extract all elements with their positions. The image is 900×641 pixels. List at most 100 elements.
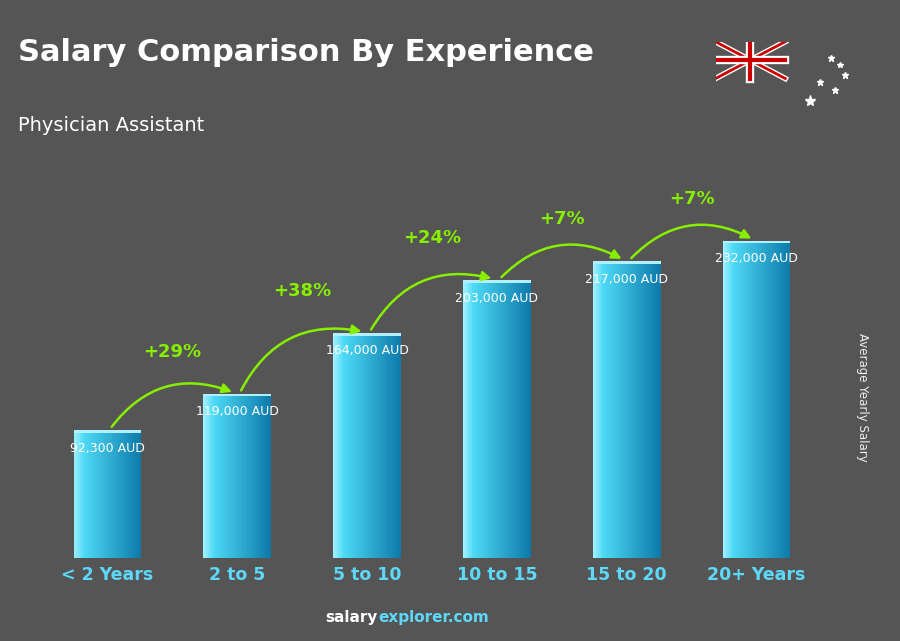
Bar: [344, 335, 345, 558]
Bar: [466, 283, 467, 558]
Bar: [217, 397, 218, 558]
Bar: [398, 335, 399, 558]
Bar: [245, 397, 246, 558]
Bar: [399, 335, 400, 558]
Bar: [76, 433, 77, 558]
Bar: [219, 397, 220, 558]
Bar: [782, 244, 783, 558]
Bar: [366, 335, 367, 558]
Text: 119,000 AUD: 119,000 AUD: [196, 406, 279, 419]
Bar: [238, 397, 240, 558]
Bar: [384, 335, 385, 558]
Bar: [759, 244, 760, 558]
Bar: [469, 283, 470, 558]
Bar: [128, 433, 129, 558]
Bar: [247, 397, 248, 558]
Bar: [393, 335, 394, 558]
Bar: [122, 433, 123, 558]
Bar: [94, 433, 95, 558]
Bar: [642, 263, 643, 558]
Bar: [634, 263, 635, 558]
Bar: [335, 335, 336, 558]
Bar: [776, 244, 777, 558]
Bar: [76, 433, 77, 558]
Bar: [613, 263, 614, 558]
Bar: [238, 397, 239, 558]
Bar: [346, 335, 347, 558]
Bar: [371, 335, 372, 558]
Bar: [530, 283, 531, 558]
Bar: [752, 244, 753, 558]
Bar: [476, 283, 477, 558]
Bar: [112, 433, 113, 558]
Bar: [765, 244, 766, 558]
Bar: [607, 263, 608, 558]
Bar: [261, 397, 262, 558]
Text: 92,300 AUD: 92,300 AUD: [70, 442, 145, 454]
Bar: [655, 263, 656, 558]
Bar: [377, 335, 378, 558]
Bar: [207, 397, 208, 558]
Bar: [750, 244, 751, 558]
Bar: [86, 433, 87, 558]
Bar: [464, 283, 465, 558]
Bar: [84, 433, 85, 558]
Bar: [380, 335, 381, 558]
Bar: [464, 280, 531, 283]
Bar: [241, 397, 242, 558]
Bar: [110, 433, 111, 558]
Bar: [748, 244, 749, 558]
Bar: [729, 244, 730, 558]
Bar: [772, 244, 773, 558]
Text: +7%: +7%: [539, 210, 585, 228]
Bar: [365, 335, 366, 558]
Bar: [608, 263, 609, 558]
Bar: [758, 244, 759, 558]
Bar: [650, 263, 651, 558]
Bar: [233, 397, 234, 558]
Bar: [658, 263, 659, 558]
Bar: [489, 283, 490, 558]
Bar: [400, 335, 401, 558]
Text: 217,000 AUD: 217,000 AUD: [585, 272, 669, 286]
Bar: [385, 335, 387, 558]
Bar: [354, 335, 355, 558]
Bar: [259, 397, 260, 558]
Bar: [614, 263, 615, 558]
Bar: [357, 335, 358, 558]
Bar: [392, 335, 393, 558]
Bar: [127, 433, 128, 558]
Bar: [767, 244, 768, 558]
Bar: [525, 283, 526, 558]
Bar: [77, 433, 78, 558]
Bar: [619, 263, 620, 558]
Bar: [107, 433, 108, 558]
Bar: [397, 335, 398, 558]
Bar: [243, 397, 244, 558]
Bar: [236, 397, 237, 558]
Bar: [785, 244, 786, 558]
Bar: [768, 244, 769, 558]
Bar: [657, 263, 658, 558]
Bar: [130, 433, 131, 558]
Bar: [111, 433, 112, 558]
Bar: [599, 263, 600, 558]
Bar: [660, 263, 661, 558]
Bar: [628, 263, 629, 558]
Bar: [609, 263, 610, 558]
Bar: [395, 335, 396, 558]
Bar: [736, 244, 737, 558]
Bar: [266, 397, 268, 558]
Bar: [221, 397, 222, 558]
Bar: [648, 263, 649, 558]
Bar: [126, 433, 127, 558]
Bar: [140, 433, 141, 558]
Bar: [246, 397, 247, 558]
Bar: [510, 283, 511, 558]
Bar: [780, 244, 781, 558]
Bar: [623, 263, 624, 558]
Bar: [83, 433, 84, 558]
Text: +38%: +38%: [273, 281, 331, 299]
Bar: [227, 397, 228, 558]
Bar: [358, 335, 359, 558]
